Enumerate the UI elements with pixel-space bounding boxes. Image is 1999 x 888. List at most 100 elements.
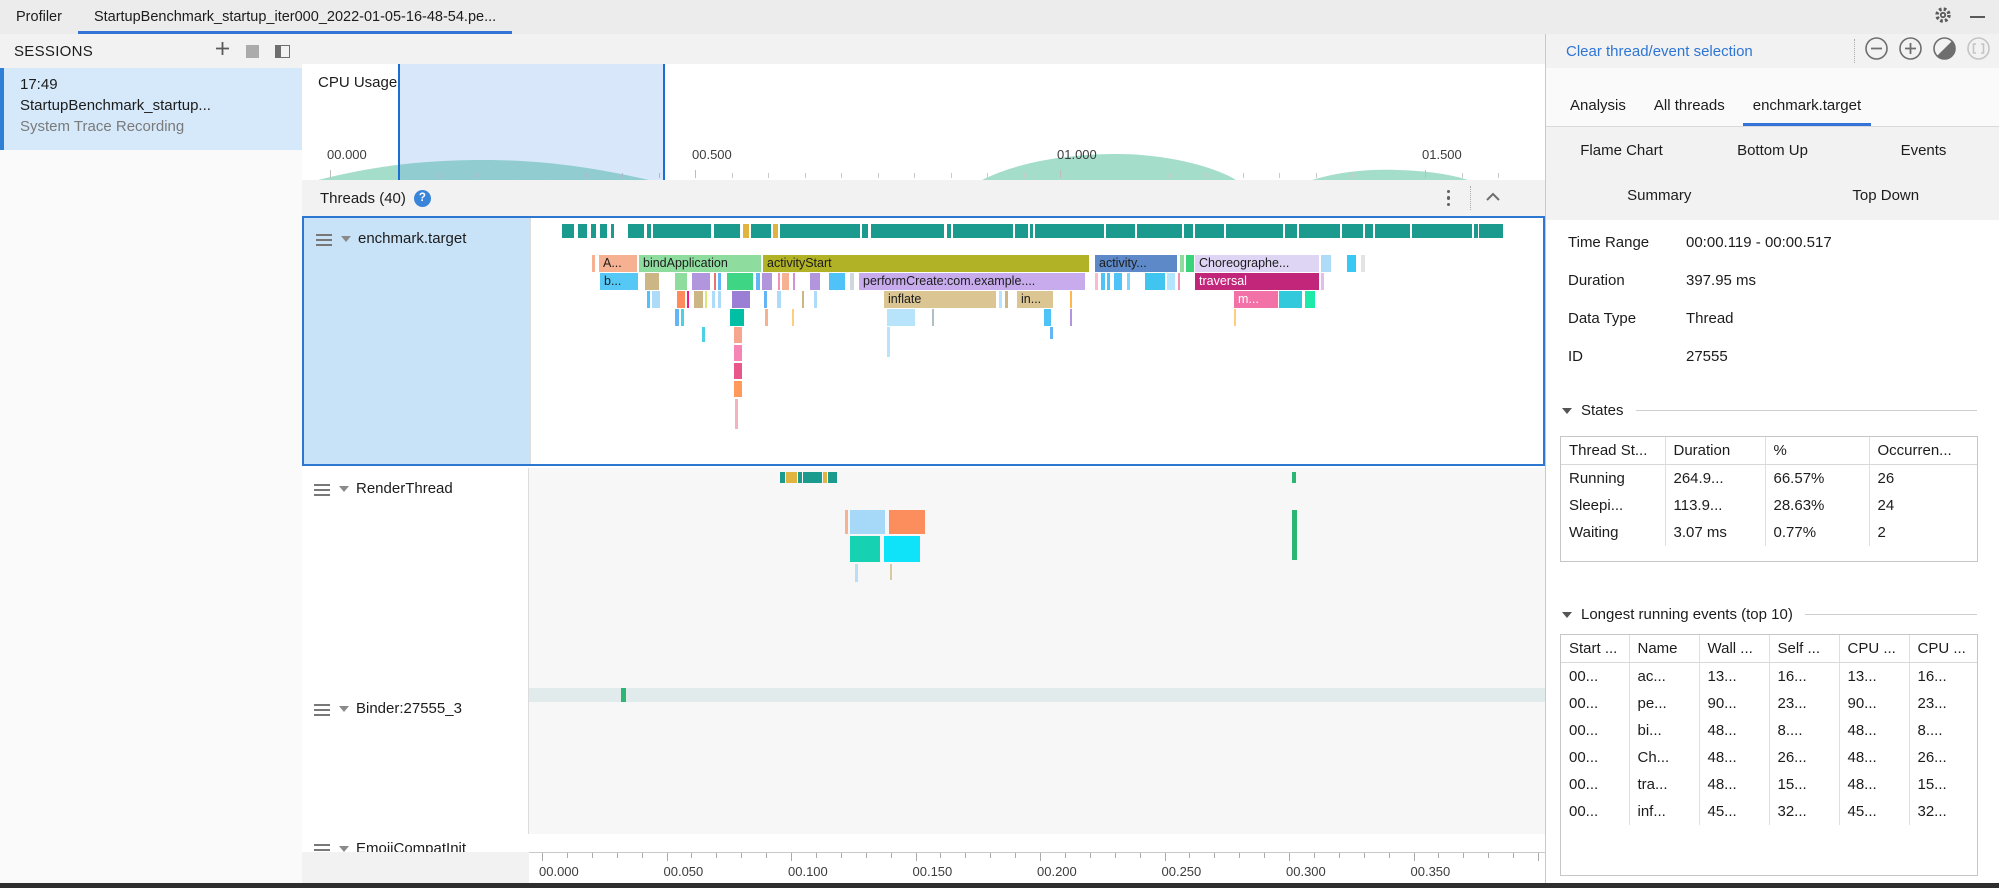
trace-block[interactable]	[778, 273, 780, 290]
trace-block[interactable]	[1107, 273, 1110, 290]
trace-block[interactable]	[621, 688, 626, 702]
trace-block[interactable]	[1279, 291, 1302, 308]
trace-block[interactable]	[592, 255, 595, 272]
trace-block[interactable]	[1361, 255, 1365, 272]
trace-block[interactable]	[652, 291, 660, 308]
trace-block[interactable]	[1184, 224, 1193, 238]
table-row[interactable]: 00... ac... 13... 16... 13... 16...	[1561, 662, 1977, 690]
drag-handle-icon[interactable]	[314, 704, 330, 716]
expand-caret-icon[interactable]	[339, 486, 349, 492]
trace-block[interactable]	[647, 291, 650, 308]
trace-block[interactable]	[887, 327, 890, 357]
table-row[interactable]: 00... pe... 90... 23... 90... 23...	[1561, 690, 1977, 717]
trace-block[interactable]	[730, 309, 744, 326]
trace-block[interactable]	[578, 224, 587, 238]
trace-block[interactable]	[600, 224, 607, 238]
trace-block[interactable]	[1101, 273, 1105, 290]
trace-block[interactable]	[792, 309, 794, 326]
trace-block[interactable]	[694, 291, 703, 308]
reset-zoom-icon[interactable]	[1932, 36, 1957, 66]
subtab-bottom-up[interactable]: Bottom Up	[1737, 141, 1808, 159]
trace-block[interactable]	[645, 273, 659, 290]
trace-block[interactable]	[814, 291, 817, 308]
trace-span[interactable]: b...	[600, 273, 638, 290]
collapse-section-icon[interactable]	[1485, 189, 1501, 207]
expand-caret-icon[interactable]	[339, 706, 349, 712]
drag-handle-icon[interactable]	[314, 484, 330, 496]
column-header[interactable]: Start ...	[1561, 635, 1630, 663]
trace-block[interactable]	[850, 510, 885, 534]
table-row[interactable]: Waiting 3.07 ms 0.77% 2	[1561, 519, 1977, 546]
trace-block[interactable]	[1180, 255, 1184, 272]
trace-block[interactable]	[1070, 309, 1072, 326]
trace-span[interactable]: A...	[599, 255, 637, 272]
thread-track[interactable]: A... bindApplication activityStart activity…	[531, 218, 1543, 464]
trace-block[interactable]	[803, 472, 822, 483]
add-session-icon[interactable]	[215, 41, 230, 61]
cpu-usage-strip[interactable]: 00.000 00.500 01.000 01.500 CPU Usage	[302, 64, 1545, 181]
trace-block[interactable]	[773, 224, 778, 238]
trace-block[interactable]	[855, 564, 858, 582]
analysis-tab-enchmark-target[interactable]: enchmark.target	[1742, 97, 1872, 126]
thread-row[interactable]: EmojiCompatInit	[302, 836, 1545, 852]
trace-block[interactable]	[890, 564, 892, 580]
trace-block[interactable]	[850, 273, 854, 290]
zoom-to-selection-icon[interactable]	[1966, 36, 1991, 66]
stop-recording-icon[interactable]	[246, 44, 259, 58]
table-row[interactable]: 00... tra... 48... 15... 48... 15...	[1561, 771, 1977, 798]
trace-block[interactable]	[1070, 291, 1072, 308]
trace-block[interactable]	[1095, 273, 1098, 290]
trace-block[interactable]	[793, 273, 795, 290]
trace-block[interactable]	[780, 224, 860, 238]
trace-block[interactable]	[1015, 224, 1028, 238]
thread-row[interactable]: enchmark.target A... bindApplication activi…	[302, 216, 1545, 466]
trace-block[interactable]	[1365, 224, 1373, 238]
column-header[interactable]: CPU ...	[1839, 635, 1910, 663]
trace-block[interactable]	[782, 273, 789, 290]
trace-block[interactable]	[1305, 291, 1315, 308]
table-header-row[interactable]: Start ... Name Wall ... Self ... CPU ... CPU …	[1561, 635, 1977, 663]
trace-block[interactable]	[1342, 224, 1363, 238]
trace-block[interactable]	[692, 273, 710, 290]
minimize-icon[interactable]	[1970, 16, 1985, 18]
trace-span[interactable]: activity...	[1095, 255, 1177, 272]
drag-handle-icon[interactable]	[316, 234, 332, 246]
trace-block[interactable]	[1292, 510, 1297, 560]
states-table[interactable]: Thread St... Duration% Occurren... Running 2…	[1560, 436, 1978, 562]
trace-block[interactable]	[1292, 472, 1296, 483]
trace-block[interactable]	[780, 472, 785, 483]
threads-header[interactable]: Threads (40) ?	[302, 180, 1545, 217]
trace-block[interactable]	[810, 273, 820, 290]
trace-block[interactable]	[714, 224, 740, 238]
trace-span[interactable]: performCreate:com.example....	[859, 273, 1085, 290]
thread-label-cell[interactable]: RenderThread	[302, 468, 529, 688]
trace-block[interactable]	[829, 273, 845, 290]
trace-block[interactable]	[1044, 309, 1051, 326]
table-row[interactable]: 00... bi... 48... 8.... 48... 8....	[1561, 717, 1977, 744]
analysis-tab-all-threads[interactable]: All threads	[1653, 97, 1725, 114]
trace-block[interactable]	[1030, 224, 1033, 238]
thread-label-cell[interactable]: EmojiCompatInit	[302, 836, 529, 852]
trace-block[interactable]	[1178, 273, 1180, 290]
trace-block[interactable]	[1285, 224, 1297, 238]
trace-block[interactable]	[714, 273, 716, 290]
trace-span[interactable]: activityStart	[763, 255, 1089, 272]
trace-span[interactable]: bindApplication	[639, 255, 761, 272]
tab-profiler[interactable]: Profiler	[16, 9, 62, 25]
trace-block[interactable]	[1234, 309, 1236, 326]
trace-block[interactable]	[777, 291, 781, 308]
trace-block[interactable]	[562, 224, 574, 238]
column-header[interactable]: %	[1765, 437, 1870, 465]
thread-row[interactable]: RenderThread	[302, 468, 1545, 688]
trace-block[interactable]	[702, 327, 705, 342]
trace-block[interactable]	[1114, 273, 1122, 290]
trace-block[interactable]	[1035, 224, 1104, 238]
trace-block[interactable]	[727, 273, 753, 290]
trace-block[interactable]	[1127, 273, 1130, 290]
thread-track[interactable]	[529, 468, 1545, 688]
trace-block[interactable]	[591, 224, 596, 238]
help-icon[interactable]: ?	[413, 189, 431, 207]
more-options-icon[interactable]	[1441, 189, 1457, 207]
zoom-in-icon[interactable]	[1898, 36, 1923, 66]
trace-block[interactable]	[756, 273, 760, 290]
